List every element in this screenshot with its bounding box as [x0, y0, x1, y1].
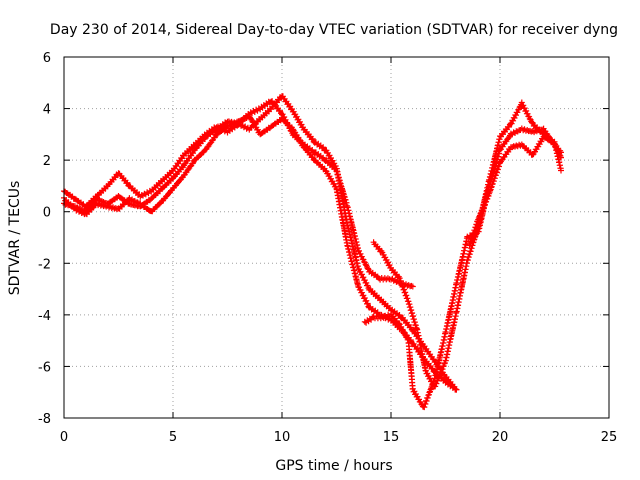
series-pass-6 — [466, 133, 564, 249]
series-marks — [61, 113, 460, 393]
y-tick-label: 0 — [43, 206, 51, 221]
y-tick-label: 6 — [43, 51, 51, 66]
y-tick-label: -4 — [38, 309, 51, 324]
x-axis-label: GPS time / hours — [275, 458, 392, 474]
x-tick-label: 0 — [60, 430, 68, 445]
series-marks — [466, 133, 564, 249]
x-tick-label: 20 — [492, 430, 509, 445]
x-axis-ticks: 0 5 10 15 20 25 — [60, 57, 617, 445]
y-tick-label: -8 — [38, 412, 51, 427]
plot-border — [63, 56, 610, 419]
x-tick-label: 25 — [601, 430, 618, 445]
y-tick-label: 4 — [43, 103, 51, 118]
y-tick-label: -2 — [38, 257, 51, 272]
y-axis-label: SDTVAR / TECUs — [7, 181, 23, 296]
data-series — [61, 93, 564, 411]
y-tick-label: 2 — [43, 154, 51, 169]
series-marks — [61, 93, 460, 393]
x-tick-label: 15 — [383, 430, 400, 445]
y-tick-label: -6 — [38, 360, 51, 375]
x-tick-label: 5 — [169, 430, 177, 445]
series-pass-2 — [61, 93, 460, 393]
chart-title: Day 230 of 2014, Sidereal Day-to-day VTE… — [50, 22, 618, 38]
x-tick-label: 10 — [274, 430, 291, 445]
series-pass-3 — [61, 113, 460, 393]
y-axis-ticks: -8 -6 -4 -2 0 2 4 6 — [38, 51, 609, 427]
